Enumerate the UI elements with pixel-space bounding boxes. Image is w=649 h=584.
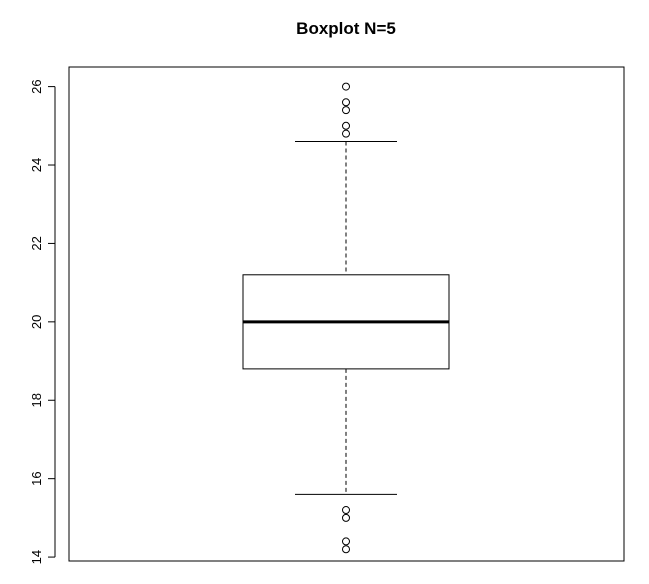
outlier-point <box>342 98 350 107</box>
outlier-point <box>342 82 350 91</box>
plot-frame <box>68 66 625 562</box>
y-tick-label: 14 <box>29 550 44 564</box>
y-tick-label: 16 <box>29 471 44 485</box>
boxplot <box>242 140 450 495</box>
outlier-point <box>342 129 350 138</box>
outlier-point <box>342 506 350 515</box>
y-tick-label: 24 <box>29 158 44 172</box>
y-tick-label: 18 <box>29 393 44 407</box>
outliers <box>342 82 350 554</box>
outlier-point <box>342 106 350 115</box>
outlier-point <box>342 537 350 546</box>
y-tick-label: 26 <box>29 79 44 93</box>
chart-title: Boxplot N=5 <box>296 19 396 38</box>
y-tick-label: 22 <box>29 236 44 250</box>
y-axis: 14 16 18 20 22 24 26 <box>29 79 56 564</box>
outlier-point <box>342 545 350 554</box>
outlier-point <box>342 513 350 522</box>
y-tick-label: 20 <box>29 315 44 329</box>
outlier-point <box>342 121 350 130</box>
